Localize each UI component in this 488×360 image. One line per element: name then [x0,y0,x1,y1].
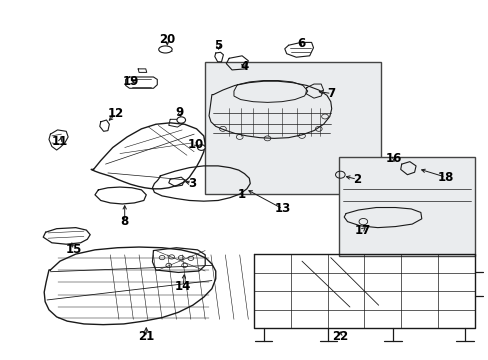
Text: 4: 4 [240,60,248,73]
Text: 21: 21 [138,330,154,343]
Ellipse shape [197,145,205,150]
Text: 14: 14 [175,280,191,293]
Text: 22: 22 [331,330,348,343]
Text: 9: 9 [175,106,183,119]
Text: 20: 20 [159,33,175,46]
Text: 18: 18 [437,171,453,184]
Text: 3: 3 [187,177,196,190]
Text: 5: 5 [214,39,222,52]
Bar [205,62,380,194]
Text: 10: 10 [187,138,203,150]
Text: 7: 7 [327,87,335,100]
Text: 12: 12 [108,107,124,120]
Text: 1: 1 [238,188,245,201]
Text: 15: 15 [65,243,81,256]
Ellipse shape [177,117,185,123]
Ellipse shape [159,46,172,53]
Text: 2: 2 [352,173,361,186]
Text: 6: 6 [296,37,305,50]
Bar [339,157,473,256]
Text: 13: 13 [274,202,290,215]
Text: 16: 16 [385,152,402,165]
Text: 17: 17 [353,224,370,237]
Text: 11: 11 [52,135,68,148]
Text: 19: 19 [122,76,139,89]
Text: 8: 8 [121,215,128,228]
